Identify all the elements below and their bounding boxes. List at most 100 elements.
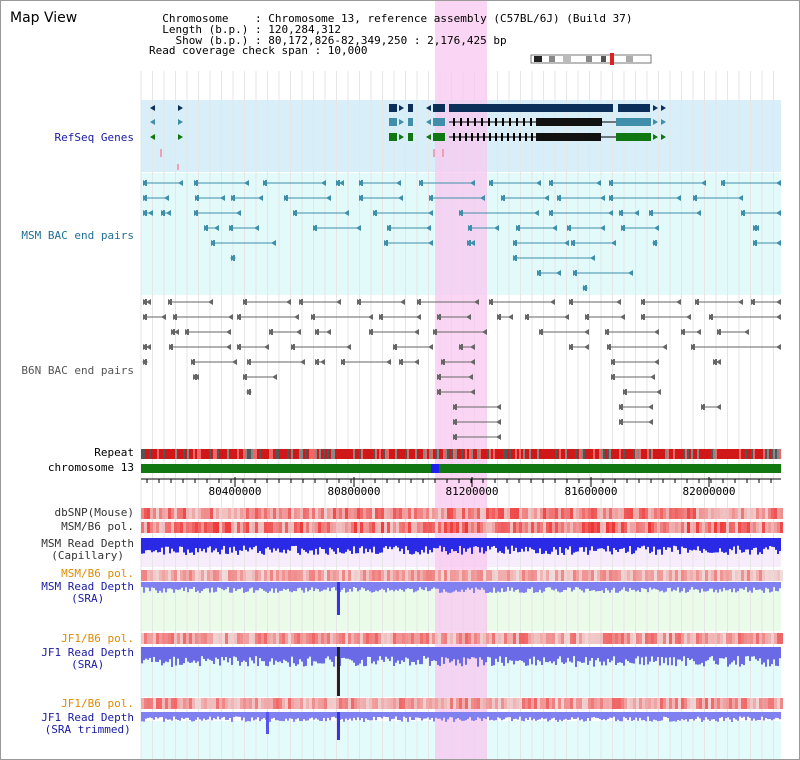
msm-depth-sra-bar [285,582,287,590]
dbsnp-density-cell [441,508,444,519]
b6n-bac-pair-end [662,344,667,350]
msm-depth-sra-bar [515,582,517,590]
track-label-msm-depth-capillary[interactable]: MSM Read Depth (Capillary) [41,538,134,562]
msm-bac-pair-end [258,195,263,201]
jf1-depth-sra-bar [431,647,433,662]
jf1-b6-pol-2-cell [270,698,273,709]
msm-depth-cap-bar [487,538,489,547]
msm-b6-pol-cell [372,522,375,533]
b6n-bac-pair-tick [697,299,699,305]
repeat-segment [149,449,151,459]
jf1-b6-pol-cell [417,633,420,644]
track-label-b6n-bac[interactable]: B6N BAC end pairs [21,364,134,377]
msm-depth-cap-bar [721,538,723,552]
track-label-msm-bac[interactable]: MSM BAC end pairs [21,229,134,242]
track-label-jf1-depth-trimmed[interactable]: JF1 Read Depth (SRA trimmed) [41,712,134,736]
msm-depth-cap-bar [737,538,739,546]
msm-depth-cap-bar [433,538,435,548]
jf1-b6-pol-cell [315,633,318,644]
jf1-depth-trim-bar [441,712,443,721]
jf1-depth-trim-bar [341,712,343,720]
repeat-segment [451,449,453,459]
msm-b6-pol-sra-cell [189,570,192,581]
dbsnp-density-cell [669,508,672,519]
b6n-bac-pair-end [584,344,589,350]
msm-depth-sra-bar [427,582,429,592]
jf1-b6-pol-cell [354,633,357,644]
track-label-msm-b6-pol-sra[interactable]: MSM/B6 pol. [61,567,134,580]
jf1-b6-pol-cell [294,633,297,644]
jf1-depth-trim-bar [209,712,211,717]
msm-b6-pol-sra-cell [591,570,594,581]
jf1-depth-trim-bar [719,712,721,718]
jf1-depth-trim-bar [327,712,329,718]
b6n-bac-pair-tick [371,329,373,335]
track-label-refseq[interactable]: RefSeq Genes [54,131,134,144]
msm-bac-pair-end [534,210,539,216]
msm-depth-sra-bar [747,582,749,593]
jf1-depth-trim-bar [359,712,361,721]
msm-depth-cap-bar [501,538,503,553]
repeat-segment [431,449,433,459]
msm-b6-pol-sra-cell [384,570,387,581]
jf1-b6-pol-2-cell [261,698,264,709]
jf1-b6-pol-2-cell [546,698,549,709]
repeat-segment [585,449,587,459]
msm-depth-cap-bar [311,538,313,551]
track-label-msm-depth-sra[interactable]: MSM Read Depth (SRA) [41,581,134,605]
repeat-segment [203,449,205,459]
msm-bac-pair-tick [386,240,388,246]
dbsnp-density-cell [675,508,678,519]
b6n-bac-pair-tick [313,314,315,320]
jf1-b6-pol-cell [606,633,609,644]
msm-b6-pol-cell [774,522,777,533]
msm-bac-pair-end [480,195,485,201]
repeat-segment [307,449,309,459]
b6n-bac-pair-tick [715,359,717,365]
jf1-depth-trim-bar [375,712,377,721]
repeat-segment [377,449,379,459]
jf1-depth-sra-bar [641,647,643,658]
jf1-depth-sra-bar [189,647,191,663]
msm-depth-sra-bar [769,582,771,593]
jf1-depth-trim-bar [675,712,677,722]
msm-b6-pol-sra-cell [570,570,573,581]
dbsnp-density-cell [312,508,315,519]
track-label-jf1-b6-pol[interactable]: JF1/B6 pol. [61,632,134,645]
jf1-b6-pol-2-cell [609,698,612,709]
msm-depth-sra-bar [573,582,575,590]
label-line: JF1 Read Depth [41,711,134,724]
msm-depth-cap-bar [213,538,215,551]
dbsnp-density-cell [264,508,267,519]
msm-bac-pair-tick [539,270,541,276]
track-label-repeat[interactable]: Repeat [94,446,134,459]
jf1-depth-trim-bar [637,712,639,721]
track-label-chromosome[interactable]: chromosome 13 [47,461,134,474]
repeat-segment [611,449,613,459]
msm-depth-cap-bar [633,538,635,554]
jf1-b6-pol-cell [423,633,426,644]
msm-depth-cap-bar [511,538,513,546]
jf1-depth-trim-bar [623,712,625,717]
jf1-depth-sra-bar [639,647,641,665]
track-label-jf1-b6-pol-2[interactable]: JF1/B6 pol. [61,697,134,710]
msm-b6-pol-sra-cell [195,570,198,581]
jf1-b6-pol-cell [579,633,582,644]
track-label-jf1-depth-sra[interactable]: JF1 Read Depth (SRA) [41,647,134,671]
msm-depth-sra-bar [525,582,527,593]
jf1-depth-trim-bar [145,712,147,719]
msm-b6-pol-sra-cell [594,570,597,581]
repeat-segment [467,449,469,459]
msm-bac-pair-tick [295,210,297,216]
msm-depth-cap-bar [643,538,645,546]
repeat-segment [777,449,779,459]
msm-b6-pol-sra-cell [474,570,477,581]
repeat-segment [711,449,713,459]
msm-b6-pol-cell [216,522,219,533]
jf1-b6-pol-2-cell [267,698,270,709]
repeat-segment [617,449,619,459]
track-label-dbsnp[interactable]: dbSNP(Mouse) [54,506,134,519]
jf1-b6-pol-2-cell [147,698,150,709]
track-label-msm-b6-pol[interactable]: MSM/B6 pol. [61,520,134,533]
